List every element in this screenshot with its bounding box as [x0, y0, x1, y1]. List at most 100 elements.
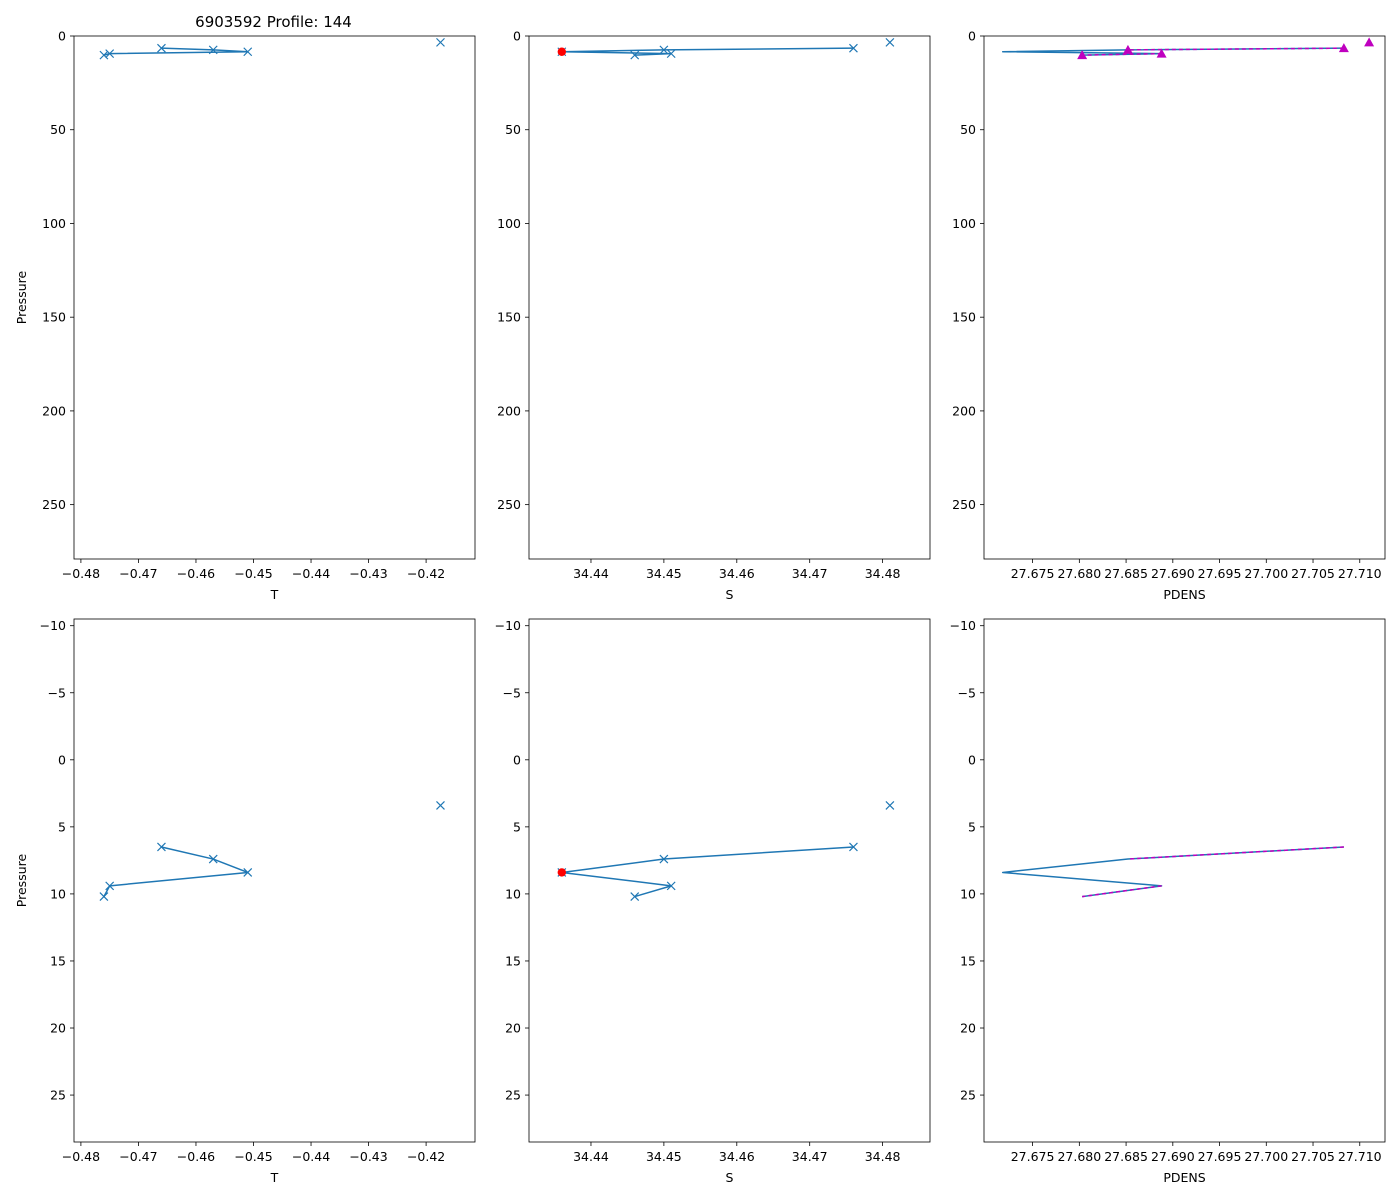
y-tick-label: 5: [58, 819, 66, 834]
x-tick-label: 27.710: [1338, 566, 1382, 581]
y-tick-label: 200: [952, 403, 976, 418]
x-marker: [659, 854, 669, 864]
triangle-marker: [1156, 48, 1167, 58]
x-marker: [105, 49, 115, 59]
x-marker: [630, 50, 640, 60]
axes-frame: [528, 618, 931, 1143]
y-tick-label: 10: [505, 886, 521, 901]
plot-area: [557, 37, 895, 60]
x-tick-label: −0.44: [292, 566, 330, 581]
x-tick-label: 34.47: [792, 1149, 828, 1164]
x-tick-label: −0.44: [292, 1149, 330, 1164]
x-tick-label: −0.42: [407, 566, 445, 581]
triangle-marker: [1338, 43, 1349, 53]
panel-top-right: 27.675 27.680 27.685 27.690 27.695 27.700 27.7…: [952, 29, 1386, 602]
x-tick-label: −0.48: [62, 566, 100, 581]
y-tick-label: −10: [950, 618, 976, 633]
y-tick-label: 20: [50, 1021, 66, 1036]
y-tick-label: 200: [497, 403, 521, 418]
axes-frame: [73, 35, 476, 560]
x-tick-label: 34.48: [865, 1149, 901, 1164]
y-tick-label: 25: [505, 1088, 521, 1103]
y-tick-label: 0: [513, 752, 521, 767]
x-tick-label: 27.690: [1151, 566, 1195, 581]
y-tick-label: 200: [42, 403, 66, 418]
x-tick-label: 27.685: [1104, 566, 1148, 581]
x-tick-label: 27.695: [1198, 566, 1242, 581]
x-tick-label: 34.48: [865, 566, 901, 581]
x-tick-label: −0.43: [349, 566, 387, 581]
y-tick-label: 0: [968, 29, 976, 44]
plot-area: [99, 800, 445, 902]
x-marker: [436, 37, 445, 47]
x-marker: [436, 800, 445, 810]
x-marker: [849, 842, 858, 852]
y-axis-label: Pressure: [14, 271, 29, 325]
x-marker: [666, 881, 676, 891]
y-tick-label: 150: [42, 310, 66, 325]
x-tick-label: 34.45: [646, 1149, 682, 1164]
x-marker: [885, 800, 895, 810]
y-axis-label: Pressure: [14, 854, 29, 908]
x-axis-label: S: [726, 1170, 734, 1185]
y-tick-label: 15: [960, 953, 976, 968]
y-tick-label: −10: [495, 618, 521, 633]
x-tick-label: −0.47: [119, 1149, 157, 1164]
y-tick-label: −5: [958, 685, 976, 700]
series-line-profile: [1001, 846, 1344, 898]
plot-area: [1001, 37, 1375, 60]
panel-bottom-left: −0.48 −0.47 −0.46 −0.45 −0.44 −0.43 −0.42 −10 −5…: [14, 618, 476, 1185]
series-dash-dash-upper: [1127, 846, 1344, 860]
x-tick-label: −0.42: [407, 1149, 445, 1164]
x-axis-label: T: [270, 1170, 279, 1185]
x-marker: [885, 37, 895, 47]
x-marker: [243, 47, 253, 57]
flagged-point: [557, 868, 567, 877]
x-tick-label: 27.695: [1198, 1149, 1242, 1164]
plot-area: [99, 37, 445, 60]
plot-area: [1001, 846, 1344, 898]
axes-frame: [73, 618, 476, 1143]
panel-top-left: −0.48 −0.47 −0.46 −0.45 −0.44 −0.43 −0.42 0 50 10…: [14, 13, 476, 602]
y-tick-label: 10: [960, 886, 976, 901]
x-axis-label: T: [270, 587, 279, 602]
y-tick-label: 150: [952, 310, 976, 325]
triangle-marker: [1122, 44, 1133, 54]
y-tick-label: 0: [968, 752, 976, 767]
x-marker: [659, 45, 669, 55]
y-tick-label: 25: [960, 1088, 976, 1103]
x-marker: [99, 892, 109, 902]
x-tick-label: −0.46: [177, 1149, 215, 1164]
x-tick-label: 34.45: [646, 566, 682, 581]
x-tick-label: 34.47: [792, 566, 828, 581]
y-tick-label: 100: [952, 216, 976, 231]
x-marker: [208, 45, 218, 55]
x-tick-label: 27.680: [1057, 1149, 1101, 1164]
x-tick-label: −0.45: [234, 1149, 272, 1164]
x-marker: [105, 881, 115, 891]
x-tick-label: −0.48: [62, 1149, 100, 1164]
panel-bottom-right: 27.675 27.680 27.685 27.690 27.695 27.700 27.7…: [950, 618, 1386, 1185]
panel-bottom-middle: 34.44 34.45 34.46 34.47 34.48 −10 −5 0 5 10 15 20 25…: [495, 618, 931, 1185]
x-tick-label: −0.47: [119, 566, 157, 581]
series-dash-dash-upper: [1127, 47, 1344, 51]
plot-area: [557, 800, 895, 902]
y-tick-label: 250: [497, 497, 521, 512]
y-tick-label: 50: [960, 122, 976, 137]
x-marker: [243, 868, 253, 877]
x-tick-label: 27.705: [1291, 566, 1335, 581]
y-tick-label: 5: [513, 819, 521, 834]
x-tick-label: 27.675: [1011, 1149, 1055, 1164]
y-tick-label: −5: [503, 685, 521, 700]
axes-frame: [528, 35, 931, 560]
x-marker: [630, 892, 640, 902]
triangle-marker: [1364, 37, 1375, 47]
y-tick-label: 10: [50, 886, 66, 901]
y-tick-label: −10: [40, 618, 66, 633]
x-tick-label: 34.46: [719, 1149, 755, 1164]
y-tick-label: 25: [50, 1088, 66, 1103]
axes-frame: [983, 35, 1386, 560]
panel-top-middle: 34.44 34.45 34.46 34.47 34.48 0 50 100 150 200 250…: [497, 29, 931, 602]
x-marker: [157, 43, 166, 53]
